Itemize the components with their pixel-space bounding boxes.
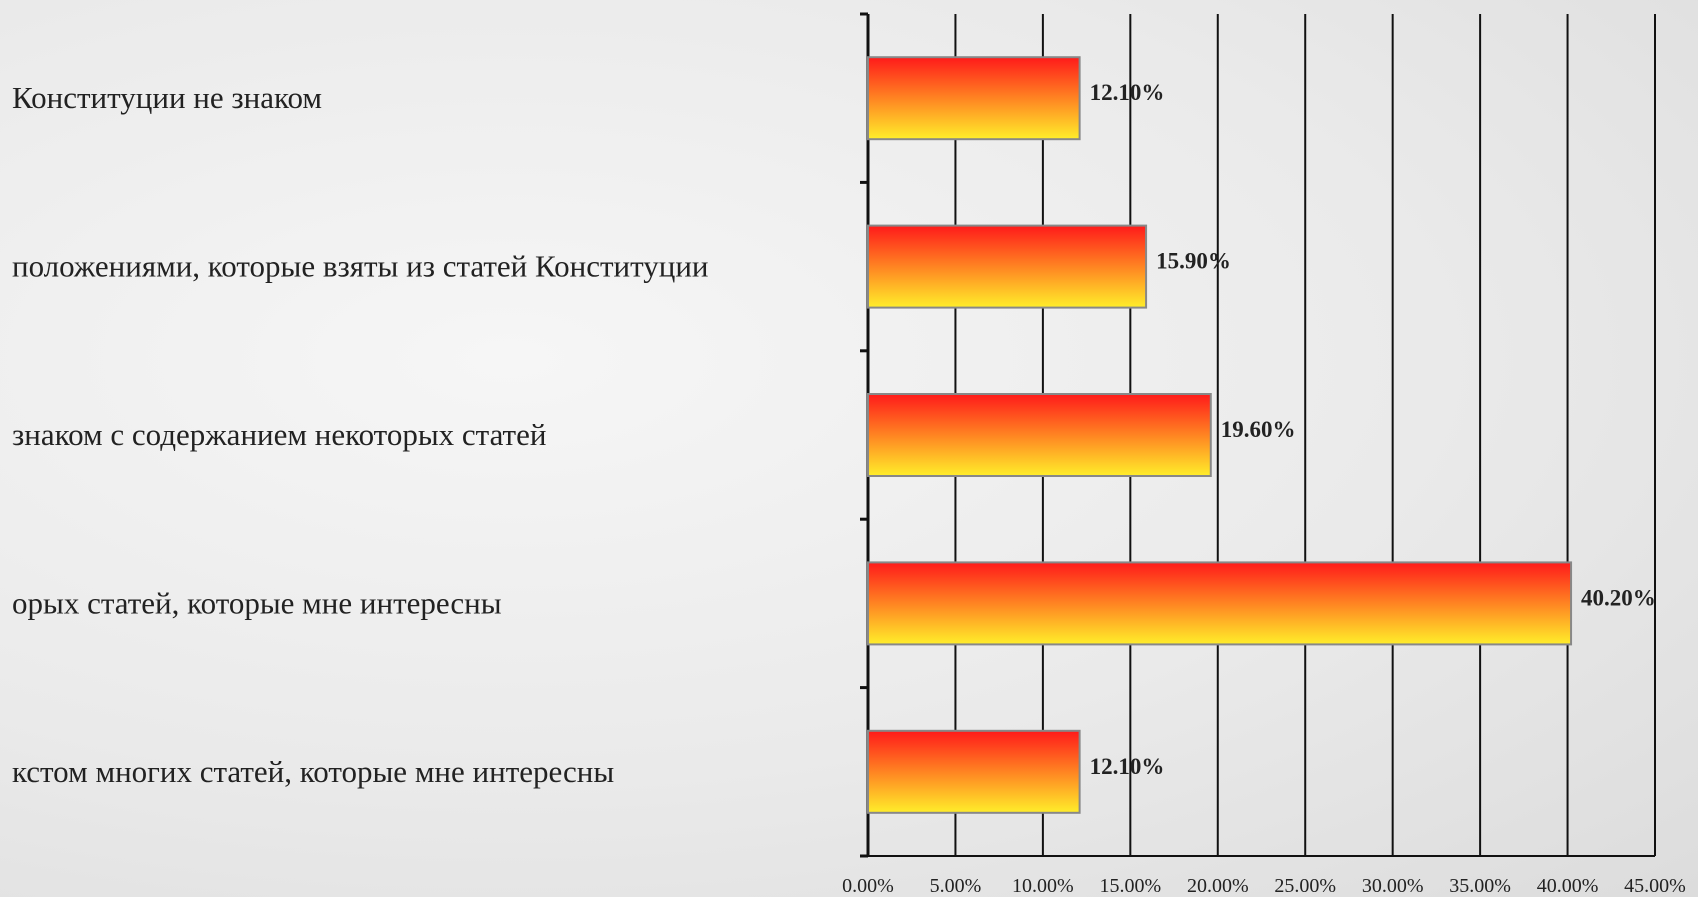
bar <box>867 393 1212 477</box>
data-label: 12.10% <box>1090 80 1165 105</box>
x-tick-label: 15.00% <box>1099 875 1161 897</box>
data-label: 40.20% <box>1581 585 1656 610</box>
data-label: 19.60% <box>1221 417 1296 442</box>
data-label: 15.90% <box>1156 249 1231 274</box>
x-tick-label: 10.00% <box>1012 875 1074 897</box>
x-tick-label: 25.00% <box>1274 875 1336 897</box>
bar <box>867 56 1081 141</box>
x-tick-label: 35.00% <box>1449 875 1511 897</box>
bar <box>867 729 1081 814</box>
data-label: 12.10% <box>1090 754 1165 779</box>
bars <box>867 56 1573 814</box>
category-label: положениями, которые взяты из статей Кон… <box>12 249 709 284</box>
category-label: Конституции не знаком <box>12 80 322 115</box>
gridlines <box>954 14 1656 856</box>
category-label: знаком с содержанием некоторых статей <box>12 417 546 452</box>
bar <box>867 561 1573 646</box>
x-tick-label: 0.00% <box>842 875 894 897</box>
x-tick-label: 45.00% <box>1624 875 1686 897</box>
category-label: орых статей, которые мне интересны <box>12 585 502 620</box>
x-tick-label: 30.00% <box>1362 875 1424 897</box>
x-tick-label: 20.00% <box>1187 875 1249 897</box>
bar <box>867 224 1148 309</box>
x-tick-label: 40.00% <box>1537 875 1599 897</box>
labels: 0.00% 5.00% 10.00% 15.00% 20.00% 25.00% 30.00%… <box>12 80 1686 897</box>
category-label: кстом многих статей, которые мне интерес… <box>12 754 614 789</box>
x-tick-label: 5.00% <box>930 875 982 897</box>
